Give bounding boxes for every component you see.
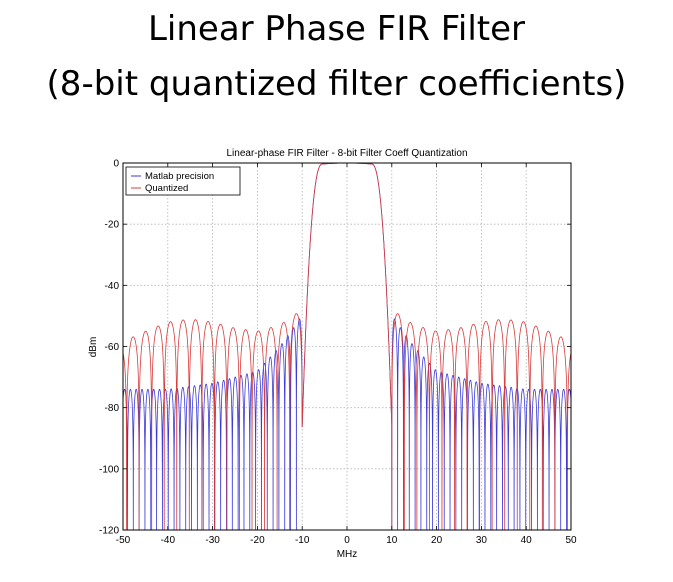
- series-line-matlab-precision: [123, 163, 571, 530]
- legend: Matlab precision Quantized: [125, 166, 241, 196]
- slide-title-line-2: (8-bit quantized filter coefficients): [46, 64, 627, 104]
- y-tick-label: -40: [105, 281, 120, 292]
- slide-title-line-1: Linear Phase FIR Filter: [147, 9, 526, 49]
- x-tick-label: -10: [295, 535, 310, 546]
- x-tick-label: -50: [116, 535, 131, 546]
- legend-label-matlab-precision: Matlab precision: [145, 171, 214, 182]
- y-tick-label: 0: [113, 159, 119, 170]
- x-tick-label: 20: [431, 535, 443, 546]
- x-tick-label: 10: [386, 535, 398, 546]
- y-tick-label: -100: [99, 464, 119, 475]
- series-line-quantized: [123, 163, 571, 530]
- x-tick-label: -20: [250, 535, 265, 546]
- legend-label-quantized: Quantized: [145, 183, 188, 194]
- tick-layer: -50 -40 -30 -20 -10 0 10 20 30 40 500-20-40-60-80-…: [99, 159, 577, 547]
- y-tick-label: -120: [99, 526, 119, 537]
- x-tick-label: -30: [205, 535, 220, 546]
- x-tick-label: 40: [521, 535, 533, 546]
- y-tick-label: -80: [105, 403, 120, 414]
- y-axis-label: dBm: [88, 337, 99, 358]
- legend-box: [125, 166, 241, 196]
- x-tick-label: 50: [565, 535, 577, 546]
- series-layer: [123, 163, 571, 530]
- x-tick-label: 0: [344, 535, 350, 546]
- y-tick-label: -60: [105, 342, 120, 353]
- x-axis-label: MHz: [337, 549, 358, 560]
- y-tick-label: -20: [105, 220, 120, 231]
- chart-title: Linear-phase FIR Filter - 8-bit Filter C…: [226, 148, 467, 159]
- x-tick-label: 30: [476, 535, 488, 546]
- x-tick-label: -40: [161, 535, 176, 546]
